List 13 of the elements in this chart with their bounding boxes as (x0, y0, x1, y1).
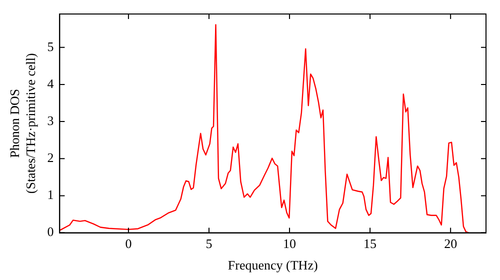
x-axis-title: Frequency (THz) (228, 258, 318, 273)
x-tick-label: 20 (444, 236, 458, 252)
y-tick-label: 1 (47, 187, 54, 202)
y-tick-label: 3 (47, 112, 54, 128)
x-tick-label: 15 (364, 236, 377, 252)
x-tick-label: 5 (206, 236, 212, 252)
y-tick-label: 0 (47, 224, 54, 240)
y-tick-label: 5 (47, 38, 54, 54)
y-tick-label: 2 (47, 150, 54, 166)
x-tick-label: 10 (283, 236, 296, 252)
y-tick-label: 4 (47, 76, 54, 91)
y-axis-title: Phonon DOS (States/THz·primitive cell) (7, 53, 38, 194)
x-tick-label: 0 (125, 236, 132, 252)
